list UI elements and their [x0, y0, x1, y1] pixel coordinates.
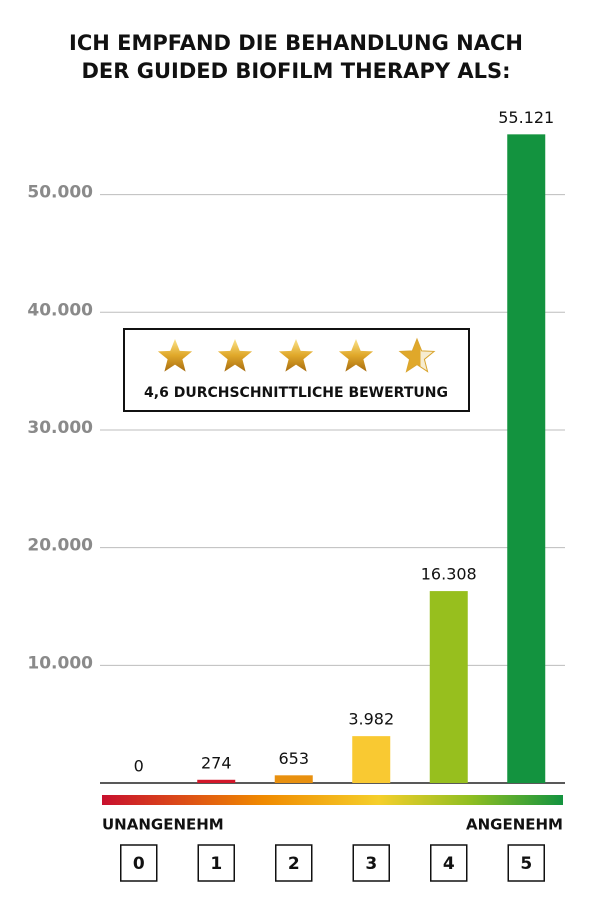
- data-label: 55.121: [498, 108, 554, 127]
- x-tick-label: 4: [443, 854, 455, 874]
- y-tick-label: 20.000: [27, 536, 93, 556]
- category-box: [275, 844, 313, 882]
- scale-label: UNANGENEHM: [102, 816, 224, 834]
- data-label: 274: [201, 753, 232, 772]
- x-tick-label: 3: [365, 854, 377, 874]
- category-box: [352, 844, 390, 882]
- data-label: 653: [278, 749, 309, 768]
- bar: [507, 134, 546, 784]
- y-tick-label: 10.000: [27, 653, 93, 673]
- x-tick-label: 1: [210, 854, 222, 874]
- bar: [197, 779, 236, 783]
- category-box: [430, 844, 468, 882]
- rating-label: 4,6 DURCHSCHNITTLICHE BEWERTUNG: [144, 385, 448, 401]
- grid: [100, 194, 565, 666]
- bar: [274, 775, 313, 783]
- y-tick-label: 50.000: [27, 183, 93, 203]
- chart-title: ICH EMPFAND DIE BEHANDLUNG NACH: [69, 31, 523, 55]
- data-label: 0: [134, 757, 144, 776]
- y-tick-label: 30.000: [27, 418, 93, 438]
- scale-label: ANGENEHM: [466, 816, 563, 834]
- bar: [429, 591, 468, 783]
- category-box: [197, 844, 235, 882]
- bar: [352, 736, 391, 783]
- scale-bar: [102, 795, 563, 805]
- x-tick-label: 5: [520, 854, 532, 874]
- x-tick-label: 2: [288, 854, 300, 874]
- x-tick-label: 0: [133, 854, 145, 874]
- chart-title: DER GUIDED BIOFILM THERAPY ALS:: [81, 59, 510, 83]
- category-box: [507, 844, 545, 882]
- y-tick-label: 40.000: [27, 300, 93, 320]
- data-label: 3.982: [348, 710, 394, 729]
- category-box: [120, 844, 158, 882]
- data-label: 16.308: [421, 565, 477, 584]
